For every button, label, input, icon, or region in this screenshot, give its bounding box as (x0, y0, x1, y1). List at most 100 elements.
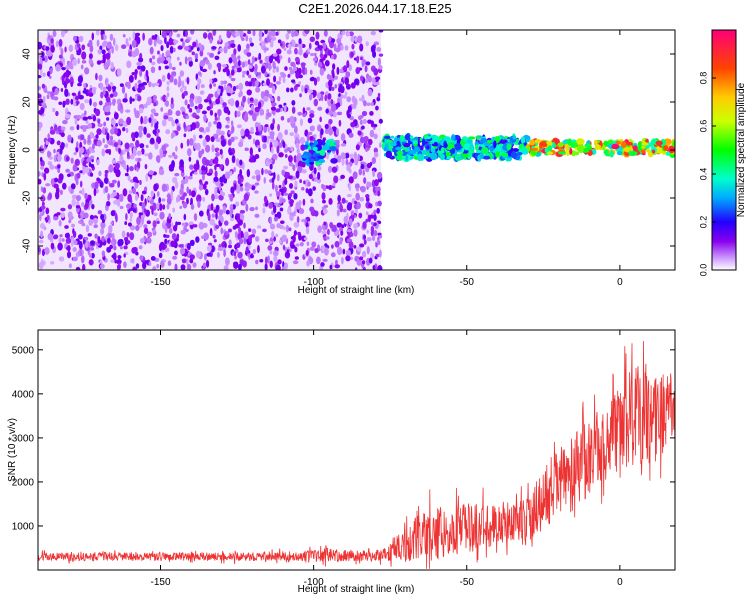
noise-blob (256, 173, 261, 182)
noise-blob (213, 239, 217, 243)
noise-blob (100, 83, 103, 91)
tone-blob (516, 152, 523, 156)
noise-blob (286, 249, 290, 257)
tone-blob (439, 153, 446, 161)
noise-blob (89, 172, 94, 177)
noise-blob (72, 230, 77, 238)
noise-blob (248, 157, 255, 163)
noise-blob (377, 240, 381, 246)
noise-blob (135, 32, 141, 37)
noise-blob (60, 126, 66, 131)
noise-blob (207, 121, 212, 128)
noise-blob (148, 81, 152, 88)
spectrogram-x-tick-label: 0 (617, 277, 623, 288)
noise-blob (94, 181, 99, 189)
noise-blob (229, 193, 234, 202)
noise-blob (179, 61, 182, 66)
tone-blob (622, 147, 631, 152)
noise-blob (100, 221, 106, 229)
noise-blob (186, 242, 191, 251)
noise-blob (70, 188, 74, 195)
noise-blob (211, 213, 215, 218)
noise-blob (102, 86, 107, 91)
noise-blob (134, 47, 140, 57)
noise-blob (376, 96, 381, 102)
noise-blob (156, 191, 160, 197)
noise-blob (44, 55, 48, 63)
noise-blob (73, 102, 77, 107)
noise-blob (188, 60, 193, 67)
noise-blob (85, 240, 89, 249)
noise-blob (306, 241, 310, 247)
noise-blob (85, 120, 89, 124)
tone-blob (443, 136, 451, 141)
noise-blob (319, 67, 325, 76)
noise-blob (41, 83, 46, 89)
noise-blob (170, 221, 174, 228)
noise-blob (289, 198, 294, 207)
noise-blob (111, 179, 117, 184)
noise-blob (88, 162, 92, 168)
noise-blob (98, 100, 103, 106)
noise-blob (376, 207, 380, 214)
noise-blob (373, 214, 377, 222)
noise-blob (168, 37, 174, 46)
noise-blob (139, 143, 145, 149)
noise-blob (171, 160, 175, 169)
noise-blob (146, 231, 153, 238)
noise-blob (231, 65, 235, 70)
noise-blob (73, 240, 78, 246)
noise-blob (181, 222, 186, 226)
noise-blob (286, 87, 290, 93)
noise-blob (128, 75, 134, 83)
noise-blob (139, 255, 144, 261)
noise-blob (172, 224, 178, 232)
noise-blob (373, 123, 378, 128)
noise-blob (224, 257, 230, 266)
noise-blob (40, 230, 44, 238)
noise-blob (138, 130, 143, 138)
noise-blob (282, 141, 286, 149)
noise-blob (95, 30, 100, 36)
noise-blob (43, 172, 47, 181)
noise-blob (122, 126, 126, 132)
noise-blob (369, 129, 375, 138)
tone-blob (394, 137, 401, 141)
noise-blob (259, 108, 264, 116)
noise-blob (75, 178, 79, 186)
noise-blob (277, 132, 283, 141)
tone-blob (308, 149, 314, 154)
noise-blob (76, 141, 79, 149)
noise-blob (269, 139, 276, 143)
noise-blob (287, 118, 291, 123)
noise-blob (209, 218, 215, 226)
noise-blob (136, 95, 142, 102)
noise-blob (218, 34, 222, 43)
noise-blob (102, 137, 105, 144)
noise-blob (229, 98, 235, 107)
noise-blob (301, 84, 304, 93)
noise-blob (326, 73, 331, 80)
noise-blob (201, 148, 205, 155)
noise-blob (89, 44, 94, 53)
noise-blob (89, 84, 93, 89)
noise-blob (223, 45, 228, 54)
tone-blob (586, 140, 591, 144)
noise-blob (145, 144, 149, 149)
noise-blob (97, 210, 103, 215)
noise-blob (104, 170, 109, 174)
noise-blob (184, 30, 188, 38)
noise-blob (131, 258, 135, 264)
noise-blob (118, 118, 124, 125)
noise-blob (176, 221, 182, 225)
noise-blob (184, 56, 188, 65)
noise-blob (54, 124, 58, 131)
noise-blob (68, 219, 72, 224)
noise-blob (238, 237, 244, 245)
noise-blob (312, 186, 317, 191)
noise-blob (104, 177, 109, 184)
noise-blob (204, 181, 209, 185)
noise-blob (324, 60, 330, 67)
noise-blob (207, 213, 211, 221)
noise-blob (41, 172, 45, 178)
